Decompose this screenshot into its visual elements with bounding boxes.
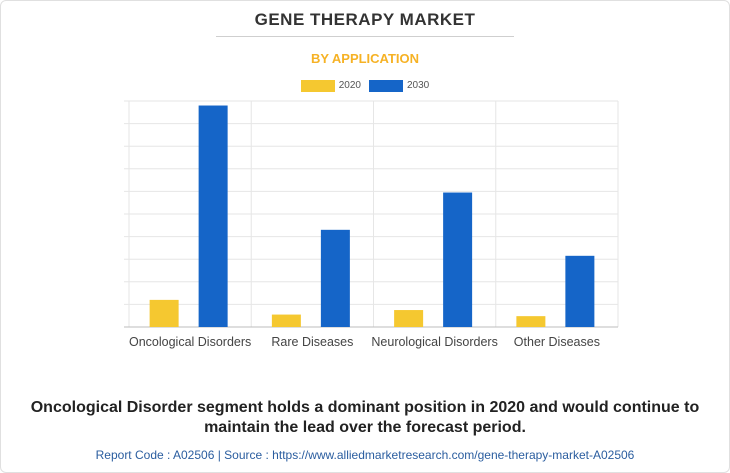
bar-2030-oncological-disorders <box>198 105 228 328</box>
legend-swatch-2020 <box>300 80 335 92</box>
x-tick-label: Rare Diseases <box>271 335 353 349</box>
legend-item-2030[interactable]: 2030 <box>369 80 429 92</box>
caption-line-2: maintain the lead over the forecast peri… <box>204 419 526 436</box>
legend-swatch-2030 <box>369 80 403 92</box>
legend-item-2020[interactable]: 2020 <box>300 80 361 92</box>
legend-label-2030: 2030 <box>407 80 430 91</box>
bar-2030-rare-diseases <box>320 229 350 327</box>
chart-caption: Oncological Disorder segment holds a dom… <box>20 398 710 438</box>
bar-2020-oncological-disorders <box>149 299 179 327</box>
x-tick-label: Neurological Disorders <box>371 335 497 349</box>
bar-2020-rare-diseases <box>271 314 301 327</box>
title-divider <box>216 36 514 37</box>
caption-line-1: Oncological Disorder segment holds a dom… <box>30 399 700 416</box>
bar-2030-other-diseases <box>565 255 595 327</box>
bar-2020-other-diseases <box>516 316 546 327</box>
chart-subtitle: BY APPLICATION <box>310 51 420 66</box>
x-tick-label: Other Diseases <box>514 335 600 349</box>
source-footer: Report Code : A02506 | Source : https://… <box>95 448 635 462</box>
bar-2020-neurological-disorders <box>394 310 424 327</box>
chart-legend: 2020 2030 <box>0 80 730 92</box>
x-tick-label: Oncological Disorders <box>129 335 251 349</box>
chart-title: GENE THERAPY MARKET <box>254 10 476 29</box>
bar-2030-neurological-disorders <box>443 192 473 327</box>
legend-label-2020: 2020 <box>338 80 361 91</box>
